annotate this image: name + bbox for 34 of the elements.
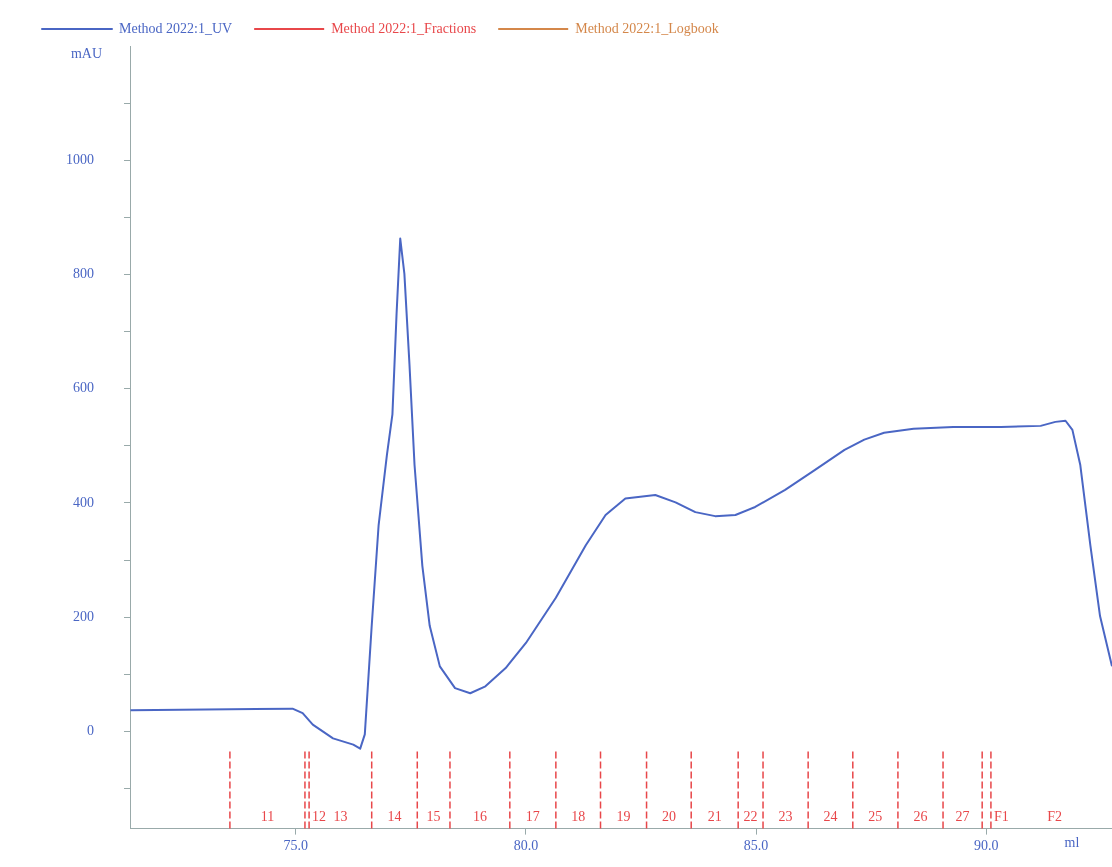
annotation: 18	[571, 809, 586, 825]
annotation: 11	[260, 809, 275, 825]
legend-label: Method 2022:1_Logbook	[575, 20, 719, 36]
y-tick-label: 200	[73, 608, 94, 624]
annotation: 14	[387, 809, 402, 825]
y-tick-label: 800	[73, 266, 94, 282]
annotation: 15	[426, 809, 441, 825]
annotation: 19	[616, 809, 631, 825]
annotation: 26	[913, 809, 928, 825]
y-tick-label: 0	[87, 723, 94, 739]
y-tick-label: 400	[73, 494, 94, 510]
annotation: 24	[823, 809, 838, 825]
x-tick-label: 75.0	[283, 837, 308, 853]
annotation: 16	[472, 809, 487, 825]
annotation: 17	[525, 809, 540, 825]
x-tick-label: 90.0	[974, 837, 999, 853]
y-tick-label: 1000	[66, 151, 94, 167]
y-axis-title: mAU	[70, 45, 102, 61]
legend-label: Method 2022:1_Fractions	[331, 20, 477, 36]
annotation: 13	[333, 809, 348, 825]
x-axis-title: ml	[1064, 835, 1080, 851]
annotation: 20	[661, 809, 676, 825]
annotation: 27	[955, 809, 970, 825]
x-tick-label: 85.0	[743, 837, 769, 853]
annotation: 25	[868, 809, 883, 825]
annotation: 22	[743, 809, 758, 825]
annotation: 23	[778, 809, 793, 825]
annotation: F2	[1047, 809, 1062, 825]
y-tick-label: 600	[73, 380, 94, 396]
legend-label: Method 2022:1_UV	[119, 20, 233, 36]
annotation: F1	[993, 809, 1009, 825]
annotation: 21	[707, 809, 722, 825]
x-tick-label: 80.0	[513, 837, 539, 853]
annotation: 12	[312, 809, 327, 825]
